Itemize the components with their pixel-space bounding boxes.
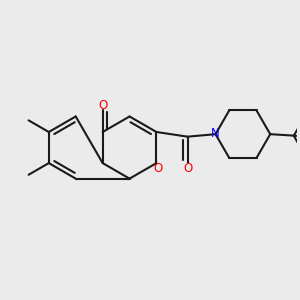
Text: O: O bbox=[154, 162, 163, 175]
Text: O: O bbox=[98, 99, 107, 112]
Text: O: O bbox=[183, 162, 192, 175]
Text: N: N bbox=[211, 127, 220, 140]
